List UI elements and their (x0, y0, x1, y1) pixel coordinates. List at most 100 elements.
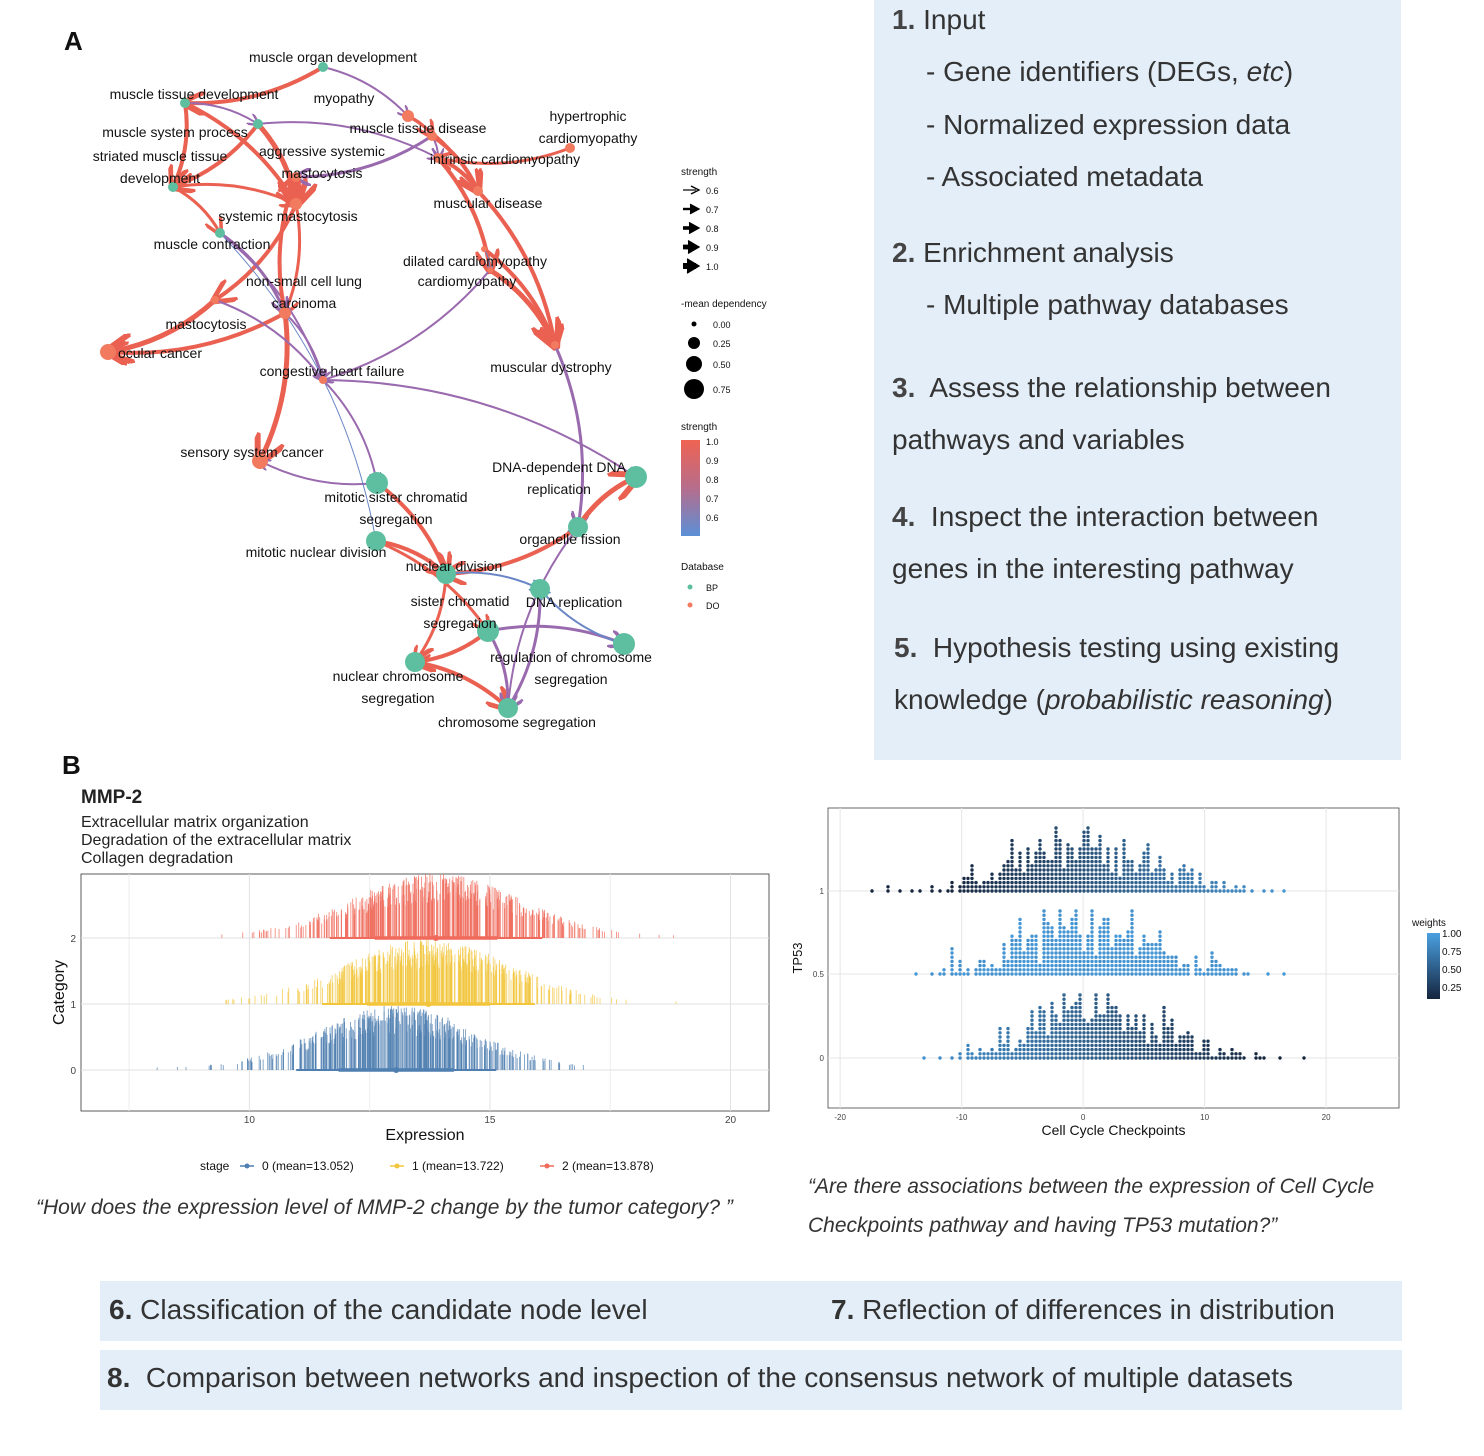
chart2-dot (1110, 1056, 1114, 1060)
legend-dependency-value: 0.25 (713, 339, 731, 349)
chart2-dot (1030, 942, 1034, 947)
chart2-dot (1070, 930, 1074, 934)
chart2-dot (1154, 959, 1158, 964)
chart2-dot (1086, 934, 1090, 938)
network-node (405, 652, 425, 672)
network-node (487, 267, 493, 273)
chart2-dot (1178, 885, 1182, 889)
chart2-dot (1130, 872, 1134, 876)
chart2-dot (1138, 955, 1142, 959)
chart2-dot (1058, 947, 1062, 951)
chart2-dot (1066, 1026, 1070, 1031)
chart2-dot (1230, 1056, 1234, 1060)
chart2-dot (1126, 947, 1130, 951)
chart2-dot (1186, 1039, 1190, 1043)
legend-dependency-dot (686, 356, 702, 372)
chart2-dot (1002, 868, 1006, 872)
chart2-dot (910, 889, 914, 893)
chart2-dot (1098, 838, 1102, 843)
chart2-dot (1106, 876, 1110, 881)
chart2-dot (1110, 885, 1114, 889)
chart2-dot (1098, 1014, 1102, 1018)
chart2-dot (978, 972, 982, 976)
chart2-dot (982, 959, 986, 964)
chart2-dot (990, 1056, 994, 1060)
chart2-dot (1146, 947, 1150, 951)
step-1-number: 1. (892, 4, 916, 35)
chart2-dot (1182, 864, 1186, 868)
chart2-dot (1066, 1018, 1070, 1022)
chart2-dot (1134, 1043, 1138, 1048)
chart2-dot (1018, 1047, 1022, 1052)
chart2-dot (1090, 926, 1094, 930)
chart2-dot (1014, 947, 1018, 951)
chart2-dot (1058, 1035, 1062, 1039)
chart2-dot (1014, 968, 1018, 972)
chart2-dot (1038, 1005, 1042, 1010)
chart2-dot (1058, 951, 1062, 955)
chart2-dot (1002, 1043, 1006, 1048)
network-node (366, 531, 386, 551)
chart1-xtick: 15 (484, 1115, 496, 1126)
chart2-dot (982, 1056, 986, 1060)
chart2-dot (998, 1052, 1002, 1056)
chart2-dot (1074, 876, 1078, 881)
chart2-dot (1018, 1039, 1022, 1043)
chart2-dot (1106, 955, 1110, 959)
chart2-dot (1046, 1043, 1050, 1048)
chart2-dot (1114, 1022, 1118, 1027)
chart2-dot (1102, 951, 1106, 955)
chart2-dot (1102, 934, 1106, 938)
chart2-dot (1018, 951, 1022, 955)
chart2-dot (1086, 889, 1090, 893)
chart2-dot (1066, 959, 1070, 964)
legend-database-label: DO (706, 601, 720, 611)
chart2-dot (1074, 909, 1078, 913)
chart2-dot (1150, 880, 1154, 885)
chart2-dot (1086, 1043, 1090, 1048)
chart2-dot (1050, 1014, 1054, 1018)
chart2-dot (1082, 955, 1086, 959)
chart2-dot (1018, 1043, 1022, 1048)
chart2-dot (1054, 868, 1058, 872)
chart2-dot (1026, 951, 1030, 955)
chart2-dot (1178, 1043, 1182, 1048)
chart2-dot (1014, 1052, 1018, 1056)
chart2-dot (990, 968, 994, 972)
network-node (215, 228, 225, 238)
legend-database-dot (687, 602, 693, 608)
chart2-dot (1034, 1039, 1038, 1043)
chart2-dot (1046, 859, 1050, 864)
chart2-dot (1054, 1052, 1058, 1056)
chart2-dot (1134, 872, 1138, 876)
network-edge (540, 589, 625, 645)
chart2-dot (1214, 968, 1218, 972)
chart2-dot (1190, 1043, 1194, 1048)
chart2-dot (1078, 1022, 1082, 1027)
chart2-dot (1066, 1022, 1070, 1027)
network-node-label: mastocytosis (282, 165, 363, 181)
chart2-dot (1106, 1052, 1110, 1056)
chart2-dot (1102, 1039, 1106, 1043)
chart2-dot (1058, 942, 1062, 947)
chart2-dot (1046, 968, 1050, 972)
chart2-dot (1026, 855, 1030, 860)
step-5-line2b: ) (1323, 684, 1333, 715)
network-node-label: carcinoma (272, 295, 337, 311)
chart2-dot (1046, 930, 1050, 934)
bullet-metadata: - Associated metadata (926, 161, 1204, 192)
chart2-dot (1158, 963, 1162, 968)
chart2-dot (1078, 868, 1082, 872)
chart2-dot (950, 955, 954, 959)
chart2-dot (1034, 951, 1038, 955)
chart2-dot (1158, 1056, 1162, 1060)
chart2-dot (1126, 1026, 1130, 1031)
chart2-dot (1026, 1047, 1030, 1052)
chart2-dot (1134, 1039, 1138, 1043)
chart2-dot (1170, 1056, 1174, 1060)
chart2-dot (1010, 972, 1014, 976)
chart2-dot (1014, 959, 1018, 964)
chart2-dot (1186, 963, 1190, 968)
chart2-dot (1106, 1005, 1110, 1010)
chart2-dot (1142, 868, 1146, 872)
